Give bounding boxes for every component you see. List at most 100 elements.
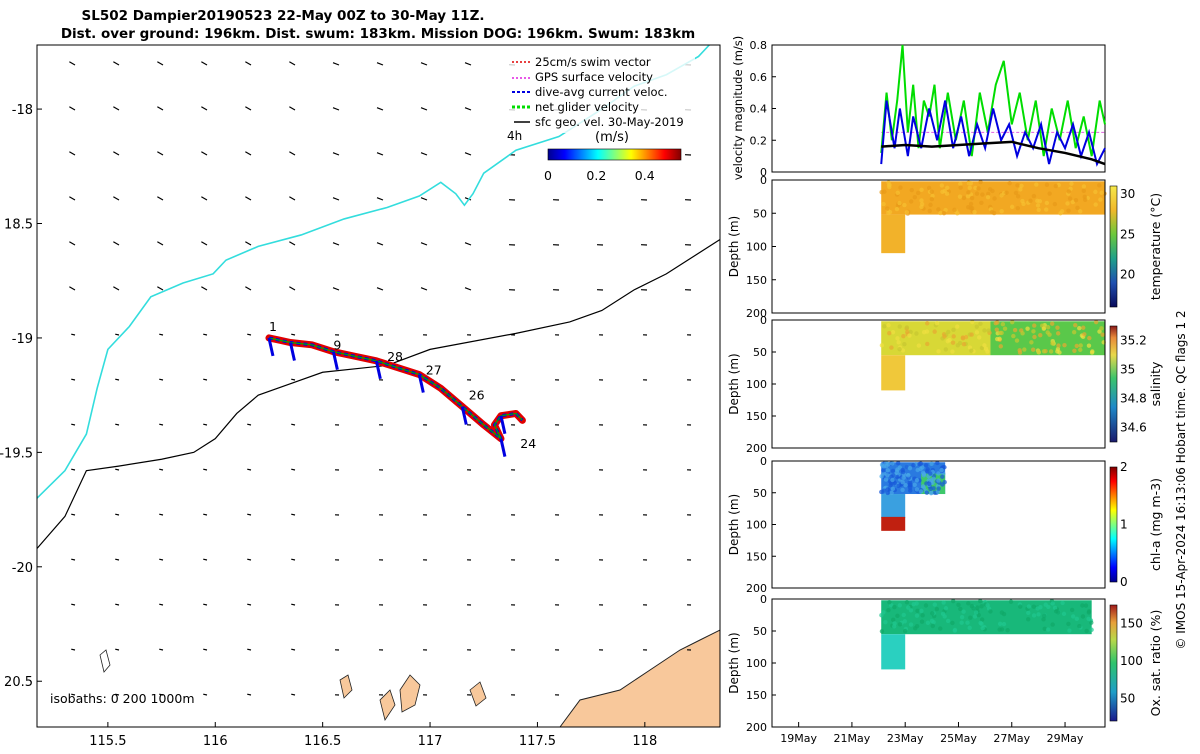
section-colorbar-tick-label: 25 <box>1120 227 1135 241</box>
track-day-label: 27 <box>426 363 442 378</box>
section-data-point <box>1075 617 1079 621</box>
geo-velocity-arrow <box>159 649 163 650</box>
section-data-point <box>951 328 955 332</box>
section-data-point <box>958 194 962 198</box>
section-data-point <box>1054 184 1058 188</box>
map-colorbar-tick-label: 0.4 <box>635 168 655 183</box>
section-y-tick-label: 50 <box>753 625 767 638</box>
section-data-point <box>896 340 900 344</box>
section-data-point <box>931 624 935 628</box>
section-colorbar-label: salinity <box>1148 361 1163 406</box>
section-data-point <box>1045 201 1049 205</box>
map-x-tick-label: 115.5 <box>89 734 126 749</box>
section-data-point <box>936 471 940 475</box>
section-data-point <box>1032 323 1036 327</box>
section-data-point <box>902 342 906 346</box>
section-data-point <box>908 466 912 470</box>
section-data-point <box>1089 628 1093 632</box>
section-y-tick-label: 100 <box>746 241 767 254</box>
isobath-label: isobaths: 0 200 1000m <box>50 691 195 706</box>
section-x-tick-label: 25May <box>940 732 977 745</box>
section-data-point <box>1082 332 1086 336</box>
section-y-tick-label: 150 <box>746 410 767 423</box>
section-data-point <box>951 599 955 603</box>
section-data-point <box>908 488 912 492</box>
section-data-point <box>1055 349 1059 353</box>
section-data-point <box>1056 331 1060 335</box>
section-data-point <box>974 610 978 614</box>
section-data-point <box>1056 343 1060 347</box>
section-data-point <box>1038 605 1042 609</box>
section-data-point <box>981 626 985 630</box>
section-data-point <box>988 187 992 191</box>
section-data-point <box>905 600 909 604</box>
section-data-point <box>951 341 955 345</box>
section-y-tick-label: 0 <box>760 174 767 187</box>
colorbar-unit-label: (m/s) <box>595 130 629 145</box>
section-colorbar-tick-label: 100 <box>1120 654 1143 668</box>
section-y-tick-label: 150 <box>746 550 767 563</box>
section-data-point <box>1075 206 1079 210</box>
section-data-point <box>930 611 934 615</box>
section-data-point <box>1015 338 1019 342</box>
section-data-point <box>915 478 919 482</box>
section-data-point <box>931 620 935 624</box>
geo-velocity-arrow <box>115 334 119 335</box>
section-data-point <box>919 609 923 613</box>
track-day-label: 28 <box>387 349 403 364</box>
section-data-point <box>975 324 979 328</box>
geo-velocity-arrow <box>159 514 163 515</box>
geo-velocity-arrow <box>159 559 163 560</box>
section-data-point <box>1046 605 1050 609</box>
section-data-point <box>887 183 891 187</box>
section-data-point <box>938 626 942 630</box>
section-data-point <box>967 626 971 630</box>
section-data-point <box>903 629 907 633</box>
section-data-point <box>909 199 913 203</box>
title-line-1: SL502 Dampier20190523 22-May 00Z to 30-M… <box>82 8 485 24</box>
section-data-point <box>910 188 914 192</box>
section-y-tick-label: 150 <box>746 689 767 702</box>
section-colorbar-tick-label: 50 <box>1120 692 1135 706</box>
geo-velocity-arrow <box>291 424 295 425</box>
section-data-point <box>879 490 883 494</box>
velocity-y-tick-label: 0.6 <box>750 71 768 84</box>
section-colorbar-tick-label: 34.6 <box>1120 421 1147 435</box>
section-data-point <box>916 191 920 195</box>
geo-velocity-arrow <box>71 559 75 560</box>
map-y-tick-label: -19.5 <box>0 446 33 461</box>
section-data-point <box>1047 191 1051 195</box>
geo-velocity-arrow <box>71 469 75 470</box>
section-colorbar-tick-label: 34.8 <box>1120 392 1147 406</box>
section-data-point <box>1036 612 1040 616</box>
section-data-point <box>1078 209 1082 213</box>
section-data-point <box>897 201 901 205</box>
section-data-point <box>995 320 999 324</box>
geo-velocity-arrow <box>247 514 251 515</box>
section-data-point <box>999 209 1003 213</box>
section-data-point <box>946 619 950 623</box>
section-x-tick-label: 19May <box>780 732 817 745</box>
section-data-point <box>925 342 929 346</box>
section-data-point <box>1050 322 1054 326</box>
map-x-tick-label: 116.5 <box>304 734 341 749</box>
section-data-point <box>889 491 893 495</box>
section-data-point <box>955 324 959 328</box>
section-data-point <box>1062 612 1066 616</box>
geo-velocity-arrow <box>203 379 207 380</box>
map-colorbar <box>548 149 681 160</box>
section-data-point <box>881 468 885 472</box>
section-colorbar <box>1110 605 1117 721</box>
section-data-point <box>966 190 970 194</box>
section-data-point <box>958 185 962 189</box>
section-colorbar-tick-label: 35 <box>1120 363 1135 377</box>
section-data-point <box>962 342 966 346</box>
section-data-point <box>1029 340 1033 344</box>
section-data-point <box>956 603 960 607</box>
section-data-point <box>1014 191 1018 195</box>
section-colorbar-tick-label: 1 <box>1120 518 1128 532</box>
